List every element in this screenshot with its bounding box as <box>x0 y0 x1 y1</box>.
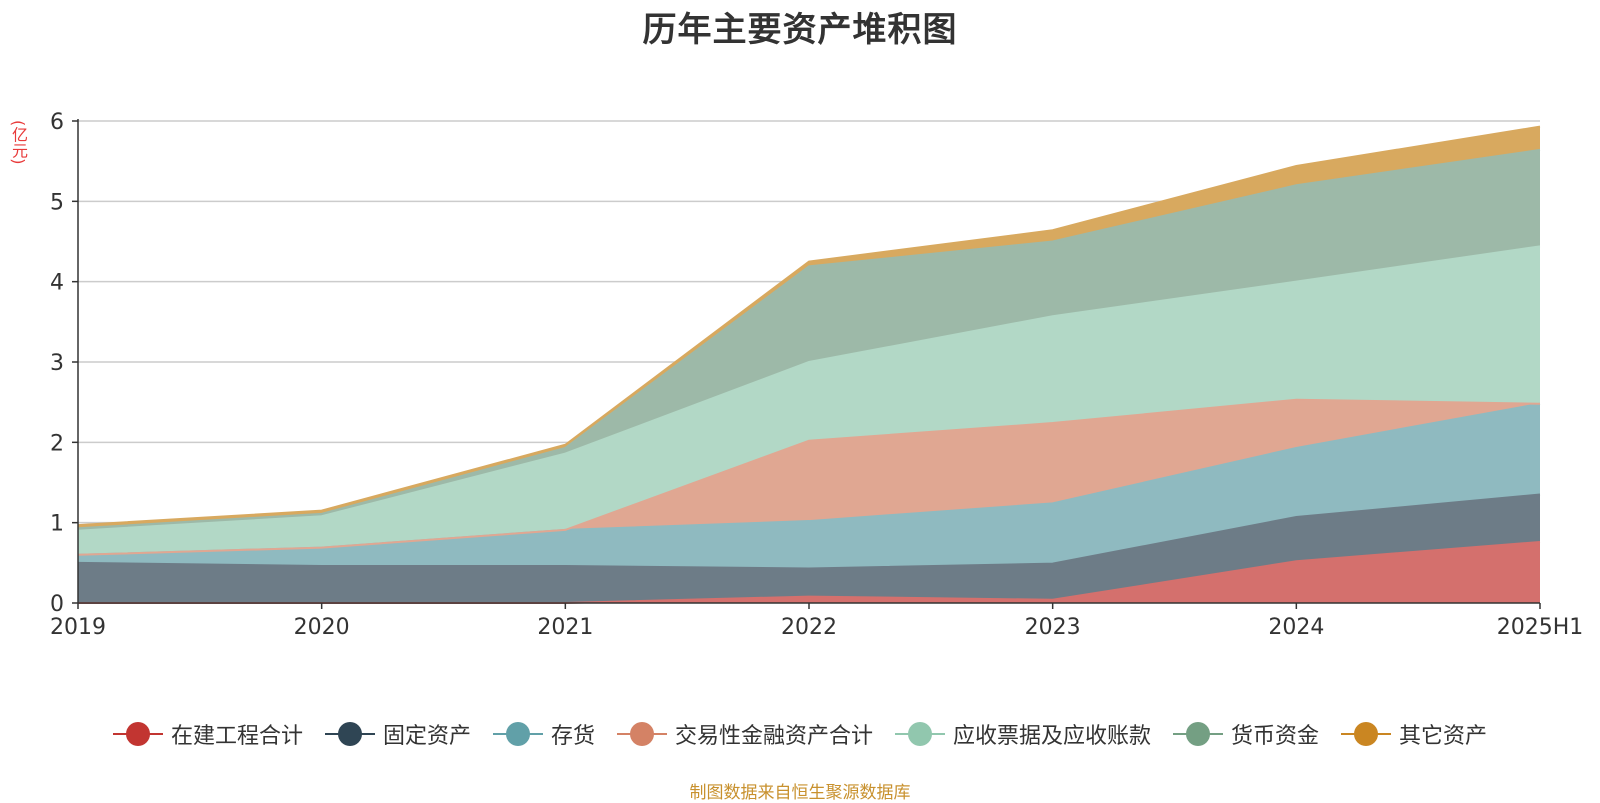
line-series-5 <box>77 148 1541 530</box>
x-tick-label-0: 2019 <box>50 615 106 640</box>
legend-item-5[interactable]: 货币资金 <box>1173 718 1319 750</box>
legend-label: 应收票据及应收账款 <box>953 724 1152 749</box>
legend-item-4[interactable]: 应收票据及应收账款 <box>895 718 1151 750</box>
x-tick-label-6: 2025H1 <box>1497 615 1584 640</box>
legend-item-0[interactable]: 在建工程合计 <box>112 718 303 750</box>
source-note: 制图数据来自恒生聚源数据库 <box>689 783 911 803</box>
legend-label: 固定资产 <box>382 724 471 749</box>
legend-item-1[interactable]: 固定资产 <box>324 718 471 750</box>
legend-item-2[interactable]: 存货 <box>492 718 595 750</box>
line-layer <box>77 125 1541 604</box>
area-series-3 <box>78 399 1540 555</box>
legend-item-3[interactable]: 交易性金融资产合计 <box>616 718 873 750</box>
y-tick-label-2: 2 <box>50 431 64 456</box>
y-axis-unit-label: (亿元) <box>9 120 28 165</box>
y-tick-label-6: 6 <box>50 110 64 135</box>
stacked-area-chart: 0 1 2 3 4 5 6 2019 2020 2021 2022 2023 2024 2025H1 <box>50 110 1583 640</box>
line-series-4 <box>77 245 1541 532</box>
area-series-6 <box>78 126 1540 529</box>
x-tick-label-3: 2022 <box>781 615 837 640</box>
chart-title: 历年主要资产堆积图 <box>642 10 958 50</box>
line-series-6 <box>77 125 1541 527</box>
legend-marker-icon <box>324 722 375 746</box>
y-tick-label-0: 0 <box>50 592 64 617</box>
legend-label: 存货 <box>550 724 595 749</box>
legend-label: 在建工程合计 <box>170 724 303 749</box>
area-series-1 <box>78 494 1540 603</box>
x-tick-label-2: 2021 <box>537 615 593 640</box>
legend-marker-icon <box>895 722 945 746</box>
x-tick-label-4: 2023 <box>1025 615 1081 640</box>
legend-marker-icon <box>1341 722 1392 746</box>
area-series-5 <box>78 149 1540 531</box>
y-tick-label-5: 5 <box>50 190 64 215</box>
legend: 在建工程合计 固定资产 存货 交易性金融资产合计 应收票据及应收账款 货币资金 其它资产 <box>0 718 1600 750</box>
x-tick-label-5: 2024 <box>1268 615 1324 640</box>
area-layer <box>78 126 1540 603</box>
legend-marker-icon <box>616 722 667 746</box>
y-tick-label-3: 3 <box>50 351 64 376</box>
y-tick-label-4: 4 <box>50 271 64 296</box>
line-series-3 <box>77 398 1541 556</box>
legend-item-6[interactable]: 其它资产 <box>1341 718 1487 750</box>
area-series-2 <box>78 403 1540 569</box>
area-series-4 <box>78 246 1540 555</box>
tick-label-layer: 0 1 2 3 4 5 6 2019 2020 2021 2022 2023 2024 2025H1 <box>50 110 1583 640</box>
line-series-1 <box>77 493 1541 570</box>
legend-marker-icon <box>112 722 163 746</box>
legend-marker-icon <box>1173 722 1224 746</box>
legend-marker-icon <box>492 722 543 746</box>
legend-label: 交易性金融资产合计 <box>674 724 873 749</box>
legend-label: 货币资金 <box>1231 724 1320 749</box>
y-tick-label-1: 1 <box>50 512 64 537</box>
area-series-0 <box>78 541 1540 603</box>
axis-layer <box>72 119 1541 609</box>
legend-label: 其它资产 <box>1399 724 1488 749</box>
x-tick-label-1: 2020 <box>294 615 350 640</box>
